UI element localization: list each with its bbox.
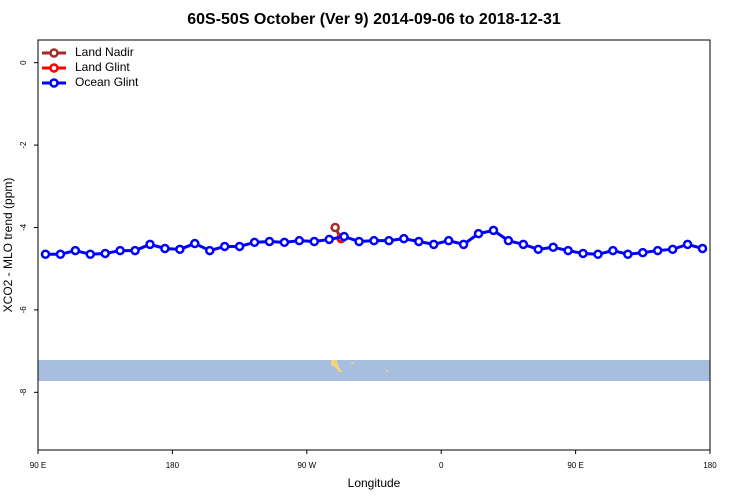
series-point: [563, 245, 573, 256]
chart-title: 60S-50S October (Ver 9) 2014-09-06 to 20…: [187, 11, 561, 28]
series-point: [503, 235, 514, 246]
series-point: [115, 245, 125, 256]
series-point: [354, 236, 364, 247]
series-point: [130, 245, 140, 256]
series-point: [294, 235, 305, 246]
series-point: [623, 249, 633, 260]
x-tick-label: 0: [439, 461, 444, 470]
x-tick-label: 180: [166, 461, 180, 470]
legend-marker: [49, 78, 59, 88]
series-point: [428, 239, 439, 250]
y-tick-label: -6: [19, 306, 28, 314]
x-tick-label: 90 E: [567, 461, 583, 470]
series-point: [458, 239, 469, 250]
series-point: [369, 235, 379, 246]
series-point: [264, 236, 275, 247]
series-point: [667, 244, 678, 255]
x-axis-label: Longitude: [348, 476, 401, 490]
series-point: [593, 249, 603, 260]
series-point: [309, 236, 320, 247]
legend-label: Ocean Glint: [75, 75, 139, 89]
land-shape: [351, 362, 354, 364]
series-point: [204, 245, 215, 256]
series-point: [682, 239, 693, 250]
x-tick-label: 180: [703, 461, 717, 470]
land-shape: [331, 360, 343, 372]
series-point: [330, 222, 340, 233]
series-point: [488, 225, 499, 236]
series-point: [70, 245, 81, 256]
y-axis-label: XCO2 - MLO trend (ppm): [1, 178, 15, 313]
series-point: [100, 248, 110, 259]
series-point: [324, 234, 334, 245]
legend-marker: [49, 63, 59, 73]
x-tick-label: 90 E: [30, 461, 46, 470]
series-point: [578, 248, 588, 259]
legend-marker: [49, 48, 59, 58]
y-tick-label: -4: [19, 223, 28, 231]
series-point: [443, 235, 454, 246]
series-point: [548, 242, 558, 253]
plot-frame: [37, 39, 711, 451]
series-point: [145, 239, 155, 250]
series-point: [533, 244, 544, 255]
series-point: [190, 238, 200, 249]
series-point: [473, 228, 484, 239]
series-point: [697, 243, 708, 254]
y-tick-label: -8: [19, 388, 28, 396]
x-tick-label: 90 W: [297, 461, 316, 470]
land-shape: [386, 370, 388, 372]
legend-label: Land Nadir: [75, 45, 134, 59]
series-point: [638, 247, 648, 258]
series-point: [175, 244, 185, 255]
map-strip: [38, 360, 710, 381]
series-point: [40, 249, 51, 260]
series-point: [384, 235, 394, 246]
series-point: [55, 249, 66, 260]
series-point: [399, 233, 409, 244]
series-point: [219, 241, 230, 252]
series-point: [339, 231, 349, 242]
series-point: [85, 249, 96, 260]
series-point: [652, 245, 663, 256]
series-point: [249, 237, 260, 248]
series-point: [414, 236, 424, 247]
y-tick-label: -2: [19, 141, 28, 149]
y-tick-label: 0: [19, 60, 28, 65]
series-point: [234, 241, 245, 252]
legend-label: Land Glint: [75, 60, 130, 74]
series-point: [279, 237, 290, 248]
series-point: [160, 243, 170, 254]
series-point: [518, 239, 529, 250]
series-point: [608, 245, 618, 256]
